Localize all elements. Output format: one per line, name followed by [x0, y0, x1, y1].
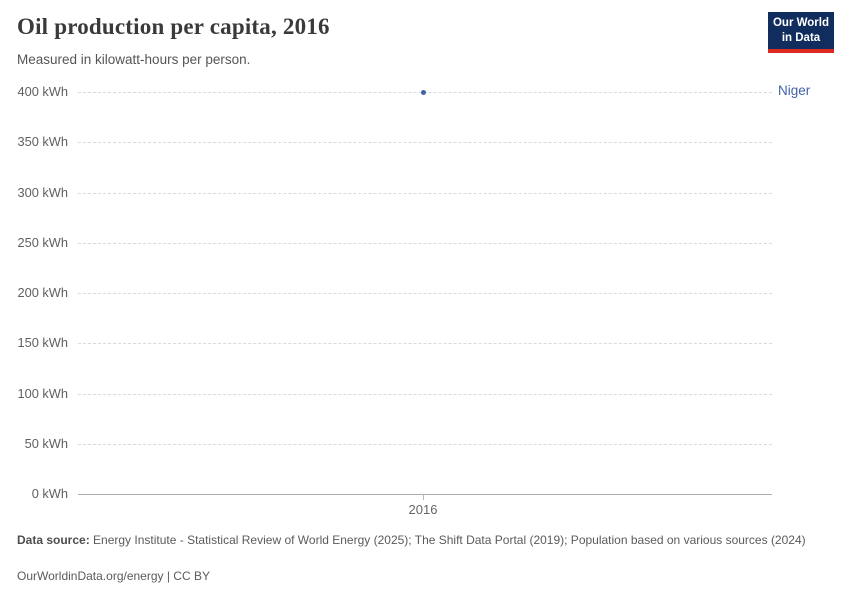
gridline [78, 343, 772, 345]
gridline [78, 192, 772, 194]
owid-logo-line2: in Data [781, 31, 821, 44]
data-source-text: Energy Institute - Statistical Review of… [89, 533, 806, 547]
data-source-label: Data source: [17, 533, 90, 547]
y-axis-tick-label: 150 kWh [17, 335, 68, 351]
license-note: OurWorldinData.org/energy | CC BY [17, 569, 210, 583]
y-axis-tick-label: 300 kWh [17, 184, 68, 200]
gridline [78, 142, 772, 144]
data-point-niger[interactable] [420, 89, 426, 95]
owid-logo-line1: Our World [772, 17, 829, 30]
owid-logo[interactable]: Our World in Data [768, 12, 834, 53]
series-label-niger[interactable]: Niger [778, 83, 811, 98]
y-axis-tick-label: 350 kWh [17, 134, 68, 150]
y-axis-tick-label: 100 kWh [17, 385, 68, 401]
y-axis-tick-label: 50 kWh [24, 435, 68, 451]
gridline [78, 443, 772, 445]
y-axis-tick-label: 400 kWh [17, 84, 68, 99]
chart-subtitle: Measured in kilowatt-hours per person. [17, 52, 251, 67]
x-axis-tick-label: 2016 [408, 502, 438, 517]
y-axis-tick-label: 250 kWh [17, 234, 68, 250]
gridline [78, 242, 772, 244]
data-source-note: Data source: Energy Institute - Statisti… [17, 532, 815, 548]
x-axis-line [78, 494, 772, 495]
x-axis-tick [423, 494, 424, 500]
gridline [78, 293, 772, 294]
chart-title: Oil production per capita, 2016 [17, 14, 330, 39]
gridline [78, 393, 772, 395]
y-axis-tick-label: 0 kWh [31, 486, 68, 501]
y-axis-tick-label: 200 kWh [17, 285, 68, 300]
